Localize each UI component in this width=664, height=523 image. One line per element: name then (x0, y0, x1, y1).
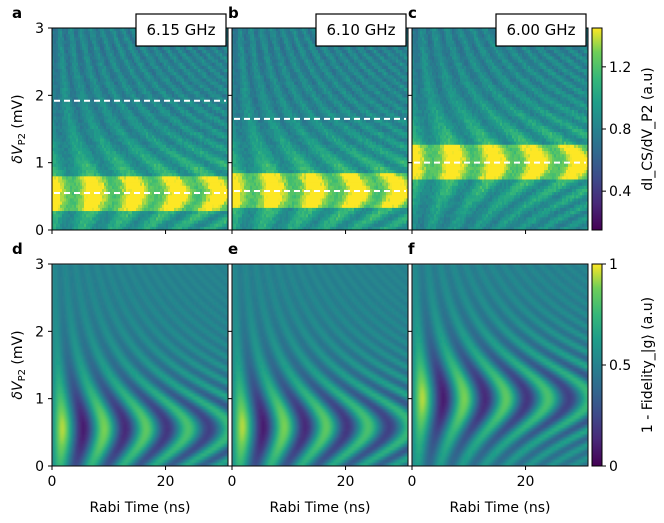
heatmap-b (228, 27, 409, 234)
freq-label-box (315, 13, 407, 47)
colorbar-top (591, 27, 603, 231)
x-tick-label: 20 (337, 474, 355, 490)
colorbar-tick-label: 0.5 (609, 358, 631, 374)
x-axis-label: Rabi Time (ns) (269, 500, 370, 516)
x-axis-label: Rabi Time (ns) (449, 500, 550, 516)
colorbar-label-bottom: 1 - Fidelity_|g⟩ (a.u) (640, 297, 656, 433)
x-tick-label: 20 (157, 474, 175, 490)
y-tick-label: 1 (35, 156, 44, 172)
panel-letter: c (408, 4, 417, 22)
panel-letter: f (408, 240, 415, 258)
panel-letter: b (228, 4, 239, 22)
panel-frame-e (231, 263, 409, 467)
y-tick-label: 1 (35, 392, 44, 408)
freq-label: 6.10 GHz (327, 21, 396, 39)
freq-label: 6.00 GHz (507, 21, 576, 39)
y-tick-label: 0 (35, 459, 44, 475)
heatmap-e: 0 20 (228, 263, 409, 490)
panel-letter: d (12, 240, 23, 258)
freq-label-box (495, 13, 587, 47)
y-axis-label: δVP2 (mV) (10, 94, 28, 163)
colorbar-label-top: dI_CS/dV_P2 (a.u) (640, 67, 656, 190)
colorbar-tick-label: 1 (609, 257, 618, 273)
heatmap-f: 0 20 (408, 263, 589, 490)
colorbar-tick-label: 0.4 (609, 184, 631, 200)
x-tick-label: 0 (228, 474, 237, 490)
x-tick-label: 0 (408, 474, 417, 490)
x-tick-label: 20 (517, 474, 535, 490)
y-tick-label: 0 (35, 223, 44, 239)
y-tick-label: 3 (35, 257, 44, 273)
y-tick-label: 3 (35, 21, 44, 37)
freq-label: 6.15 GHz (147, 21, 216, 39)
heatmap-a: 0 1 2 3 (35, 21, 229, 239)
heatmap-d: 0 1 2 3 0 20 (35, 257, 229, 490)
y-axis-label: δVP2 (mV) (10, 330, 28, 399)
x-axis-label: Rabi Time (ns) (89, 500, 190, 516)
colorbar-tick-label: 1.2 (609, 60, 631, 76)
x-tick-label: 0 (48, 474, 57, 490)
colorbar-bottom (591, 263, 603, 467)
heatmap-c (408, 27, 589, 234)
panel-letter: a (12, 4, 22, 22)
y-tick-label: 2 (35, 88, 44, 104)
colorbar-tick-label: 0 (609, 459, 618, 475)
panel-frame-f (411, 263, 589, 467)
colorbar-tick-label: 0.8 (609, 122, 631, 138)
panel-letter: e (228, 240, 238, 258)
y-tick-label: 2 (35, 324, 44, 340)
freq-label-box (135, 13, 227, 47)
panel-frame-d (51, 263, 229, 467)
